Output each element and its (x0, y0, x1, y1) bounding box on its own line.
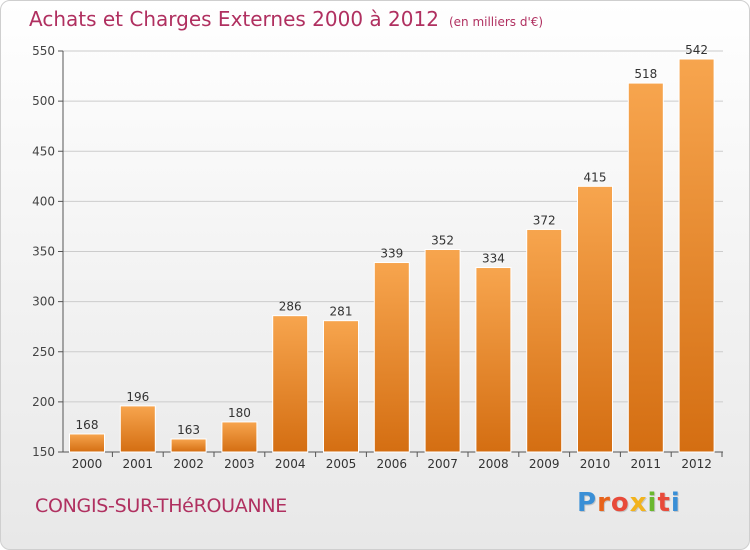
bar-2003 (221, 421, 258, 453)
x-tick-label-2002: 2002 (173, 457, 204, 471)
bar-2008 (475, 267, 512, 453)
chart-title: Achats et Charges Externes 2000 à 2012 (e… (29, 7, 543, 31)
y-tick-label: 200 (32, 395, 55, 409)
x-tick-label-2011: 2011 (631, 457, 662, 471)
x-tick-label-2010: 2010 (580, 457, 611, 471)
value-label-2012: 542 (685, 43, 708, 57)
x-tick-label-2003: 2003 (224, 457, 255, 471)
y-tick-label: 400 (32, 194, 55, 208)
value-label-2010: 415 (584, 170, 607, 184)
value-label-2005: 281 (330, 305, 353, 319)
bar-2000 (69, 433, 105, 453)
value-label-2011: 518 (634, 67, 657, 81)
proxiti-logo: Proxiti (577, 488, 681, 518)
x-tick-label-2004: 2004 (275, 457, 306, 471)
y-tick-label: 300 (32, 295, 55, 309)
commune-name: CONGIS-SUR-THéROUANNE (35, 495, 287, 517)
value-label-2000: 168 (76, 418, 99, 432)
value-label-2002: 163 (177, 423, 200, 437)
x-tick-label-2008: 2008 (478, 457, 509, 471)
bars (69, 58, 715, 453)
y-tick-label: 250 (32, 345, 55, 359)
logo-letter: r (597, 488, 611, 518)
x-tick-label-2000: 2000 (72, 457, 103, 471)
bar-2006 (373, 262, 410, 453)
chart-title-text: Achats et Charges Externes 2000 à 2012 (29, 7, 439, 31)
value-label-2007: 352 (431, 233, 454, 247)
logo-letter: t (657, 488, 671, 518)
chart-unit: (en milliers d'€) (448, 15, 544, 29)
value-label-2009: 372 (533, 213, 556, 227)
tick-labels: 150 200 250 300 350 400 450 500 550 2000 2001 2002 2… (32, 44, 712, 471)
y-tick-label: 450 (32, 144, 55, 158)
bar-2002 (170, 438, 207, 453)
bar-2011 (627, 82, 664, 453)
logo-letter: i (647, 488, 658, 518)
value-label-2001: 196 (126, 390, 149, 404)
value-label-2004: 286 (279, 300, 302, 314)
x-tick-label-2006: 2006 (377, 457, 408, 471)
value-labels: 168 196 163 180 286 281 339 352 334 372 415 518 542 (76, 43, 709, 437)
logo-letter: P (577, 488, 598, 518)
y-tick-label: 350 (32, 245, 55, 259)
bar-2010 (577, 185, 613, 453)
x-tick-label-2001: 2001 (123, 457, 154, 471)
bar-2009 (526, 228, 563, 453)
y-tick-label: 550 (32, 44, 55, 58)
value-label-2006: 339 (380, 247, 403, 261)
x-tick-label-2005: 2005 (326, 457, 357, 471)
logo-letter: x (629, 488, 648, 518)
logo-letter: o (610, 488, 630, 518)
bar-2004 (272, 315, 309, 453)
value-label-2008: 334 (482, 252, 505, 266)
bar-2007 (424, 248, 461, 453)
bar-2012 (678, 58, 715, 453)
x-tick-label-2007: 2007 (427, 457, 458, 471)
bar-2001 (119, 405, 156, 453)
logo-letter: i (670, 488, 681, 518)
x-tick-label-2012: 2012 (681, 457, 712, 471)
bar-2005 (323, 320, 359, 453)
x-tick-label-2009: 2009 (529, 457, 560, 471)
y-tick-label: 500 (32, 94, 55, 108)
y-tick-label: 150 (32, 445, 55, 459)
value-label-2003: 180 (228, 406, 251, 420)
